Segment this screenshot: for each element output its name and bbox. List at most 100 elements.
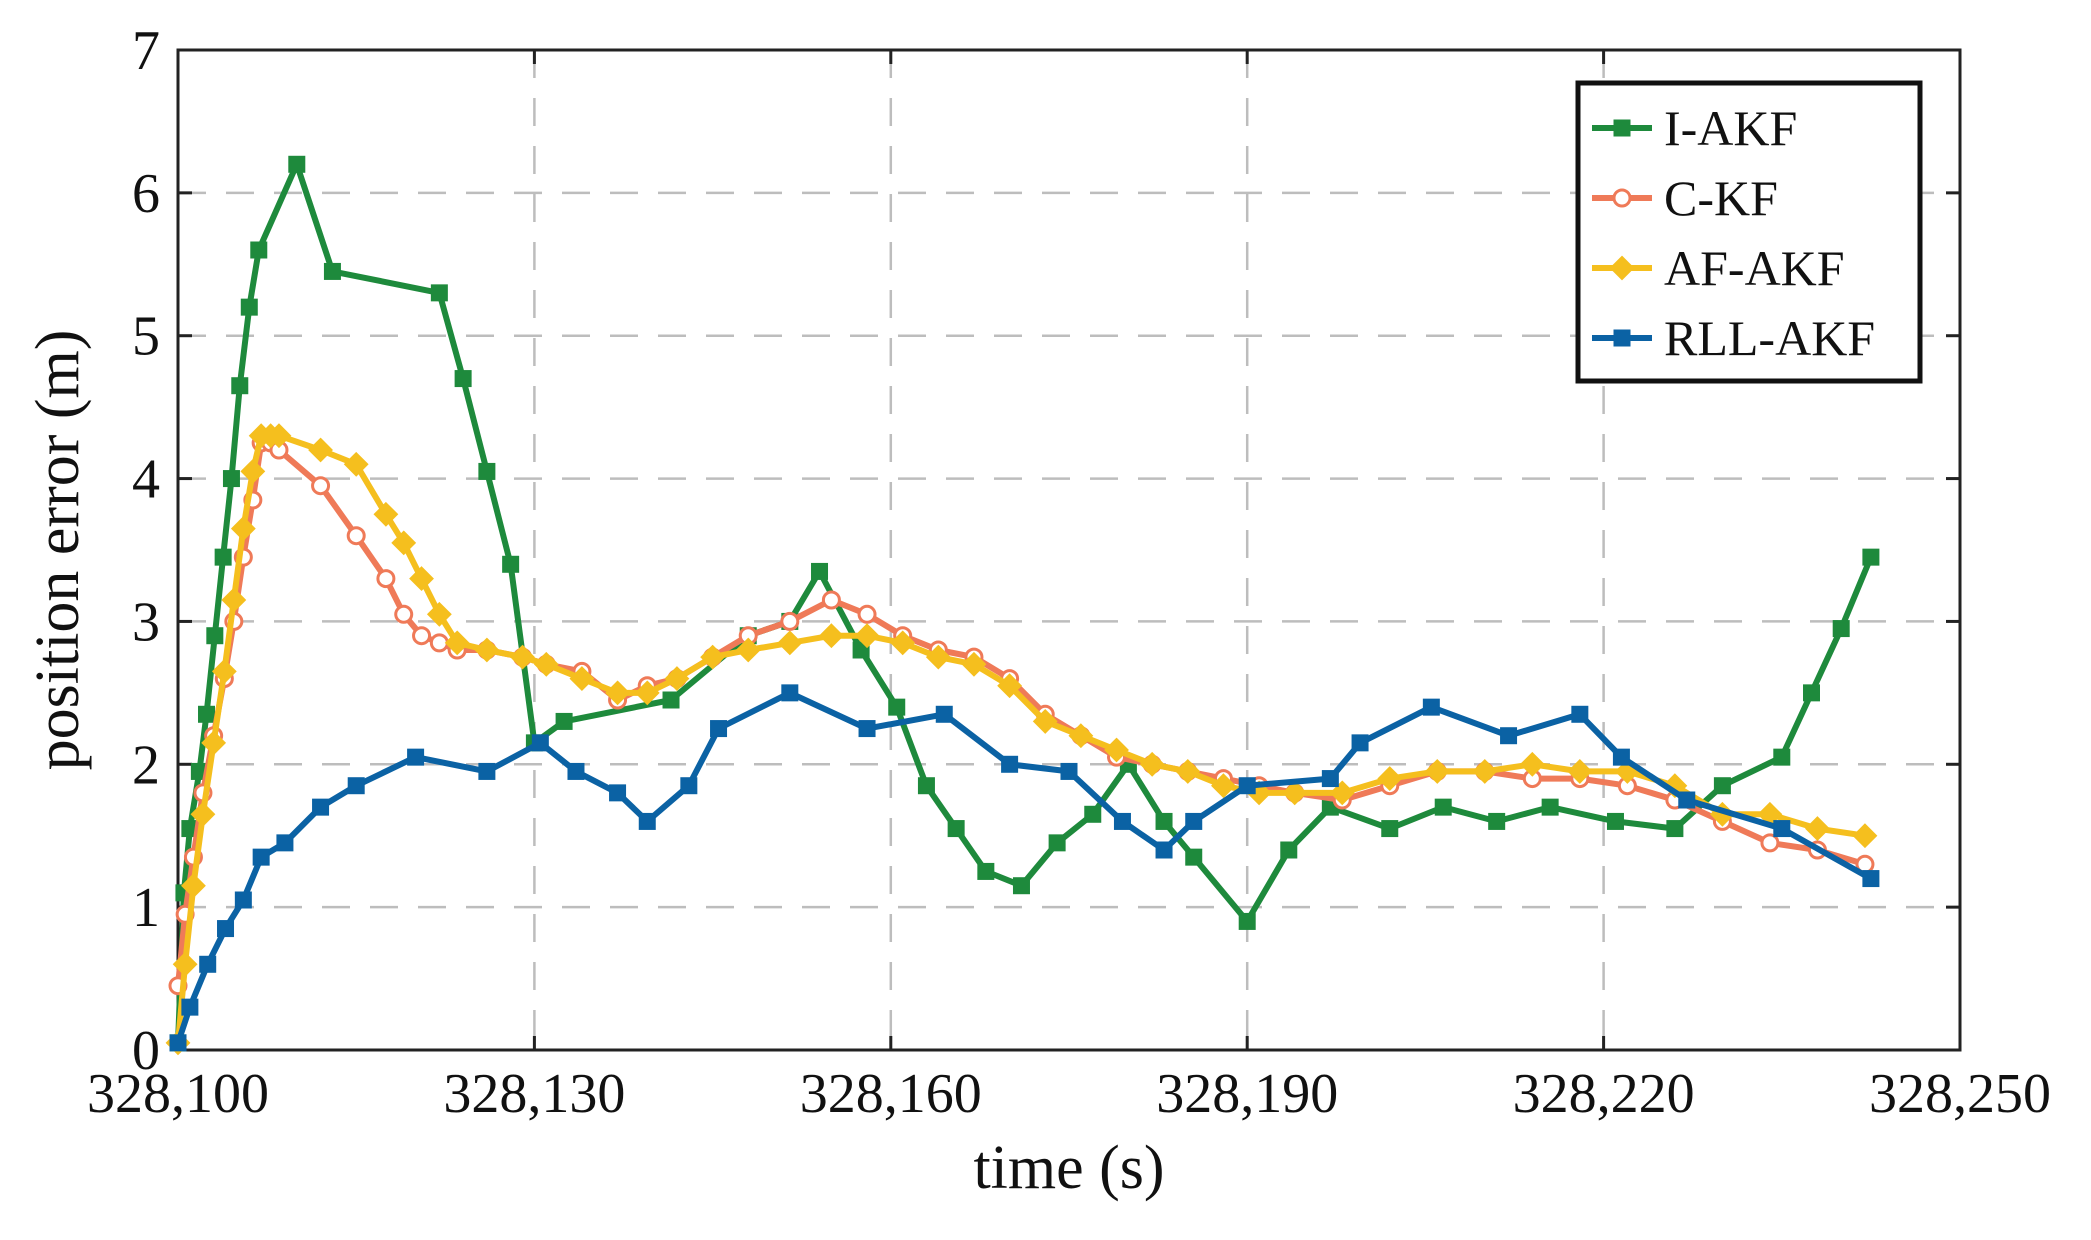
y-tick-label: 2 (132, 734, 160, 796)
data-point-rll-akf (531, 734, 549, 752)
data-point-rll-akf (1422, 698, 1440, 716)
legend-marker-i-akf (1613, 119, 1631, 137)
legend-marker-rll-akf (1613, 329, 1631, 347)
data-point-rll-akf (1155, 841, 1173, 859)
y-tick-label: 4 (132, 449, 160, 511)
data-point-af-akf (1175, 759, 1201, 784)
data-point-af-akf (211, 659, 237, 684)
data-point-rll-akf (1500, 727, 1518, 745)
data-point-af-akf (444, 630, 470, 656)
data-point-af-akf (308, 437, 333, 463)
data-point-i-akf (214, 548, 232, 566)
data-point-af-akf (854, 623, 880, 649)
data-point-af-akf (343, 451, 369, 477)
data-point-rll-akf (710, 720, 728, 738)
x-tick-label: 328,160 (800, 1063, 982, 1125)
data-point-rll-akf (680, 777, 698, 795)
data-point-af-akf (1282, 780, 1308, 806)
data-point-c-kf (311, 476, 331, 496)
data-point-af-akf (1032, 709, 1058, 734)
data-point-i-akf (555, 712, 573, 730)
data-point-af-akf (1805, 816, 1830, 841)
data-point-rll-akf (1185, 812, 1203, 830)
x-tick-label: 328,250 (1869, 1063, 2051, 1125)
data-point-af-akf (1472, 759, 1498, 784)
data-point-c-kf (857, 604, 877, 624)
data-point-af-akf (1211, 773, 1236, 799)
data-point-af-akf (777, 630, 803, 656)
data-point-i-akf (430, 284, 448, 302)
data-point-i-akf (1713, 777, 1731, 795)
data-point-rll-akf (1060, 762, 1078, 780)
legend-label-af-akf: AF-AKF (1664, 240, 1845, 296)
data-point-rll-akf (199, 955, 217, 973)
data-point-rll-akf (781, 684, 799, 702)
legend-item-i-akf: I-AKF (1592, 100, 1797, 156)
legend-marker-af-akf (1609, 255, 1635, 281)
data-point-rll-akf (1113, 812, 1131, 830)
data-point-i-akf (1084, 805, 1102, 823)
data-point-rll-akf (1773, 820, 1791, 838)
data-point-af-akf (735, 637, 761, 663)
data-point-rll-akf (1862, 870, 1880, 888)
data-point-i-akf (1155, 812, 1173, 830)
data-point-af-akf (181, 873, 206, 899)
y-tick-label: 6 (132, 163, 160, 225)
data-point-rll-akf (1001, 755, 1019, 773)
data-point-af-akf (1068, 723, 1094, 749)
legend-label-i-akf: I-AKF (1664, 100, 1797, 156)
data-point-i-akf (323, 262, 341, 280)
data-point-af-akf (172, 951, 198, 977)
data-point-rll-akf (252, 848, 270, 866)
data-point-af-akf (569, 666, 595, 691)
data-point-rll-akf (347, 777, 365, 795)
legend-label-c-kf: C-KF (1664, 170, 1778, 226)
x-tick-label: 328,220 (1513, 1063, 1695, 1125)
data-point-i-akf (240, 298, 258, 316)
legend-box (1575, 80, 1923, 384)
data-point-i-akf (1381, 820, 1399, 838)
data-point-i-akf (502, 555, 520, 573)
data-point-i-akf (198, 705, 216, 723)
data-point-i-akf (1666, 820, 1684, 838)
data-point-af-akf (230, 516, 256, 541)
legend-label-rll-akf: RLL-AKF (1664, 310, 1875, 366)
data-point-i-akf (1803, 684, 1820, 702)
data-point-af-akf (634, 680, 660, 706)
x-tick-label: 328,130 (443, 1063, 625, 1125)
data-point-i-akf (1773, 748, 1791, 766)
data-point-rll-akf (217, 920, 235, 938)
data-point-rll-akf (1571, 705, 1589, 723)
data-point-af-akf (890, 630, 916, 656)
y-tick-label: 5 (132, 306, 160, 368)
series-line-i-akf (175, 161, 1874, 1046)
data-point-i-akf (1238, 912, 1256, 930)
axis-ticks: 328,100 328,130 328,160 328,190 328,220 328,2… (87, 20, 2051, 1125)
series-i-akf (169, 155, 1880, 1052)
data-point-af-akf (1567, 759, 1593, 784)
y-tick-label: 3 (132, 591, 160, 653)
y-tick-label: 0 (132, 1020, 160, 1082)
data-point-af-akf (664, 666, 690, 691)
data-point-rll-akf (1238, 777, 1256, 795)
data-point-c-kf (780, 611, 800, 631)
data-point-af-akf (266, 423, 292, 449)
data-point-i-akf (222, 470, 240, 488)
data-point-af-akf (605, 680, 630, 706)
data-point-rll-akf (181, 998, 199, 1016)
data-point-rll-akf (1321, 770, 1339, 788)
data-point-af-akf (373, 501, 399, 527)
data-point-rll-akf (276, 834, 294, 852)
y-axis-title: position error (m) (24, 330, 92, 771)
data-point-rll-akf (1678, 791, 1696, 809)
data-point-af-akf (1424, 759, 1450, 784)
data-point-c-kf (412, 626, 432, 646)
data-point-af-akf (818, 623, 844, 649)
data-point-af-akf (925, 644, 951, 670)
data-point-rll-akf (407, 748, 425, 766)
x-tick-label: 328,100 (87, 1063, 269, 1125)
data-point-i-akf (478, 462, 496, 480)
legend-item-af-akf: AF-AKF (1592, 240, 1845, 296)
